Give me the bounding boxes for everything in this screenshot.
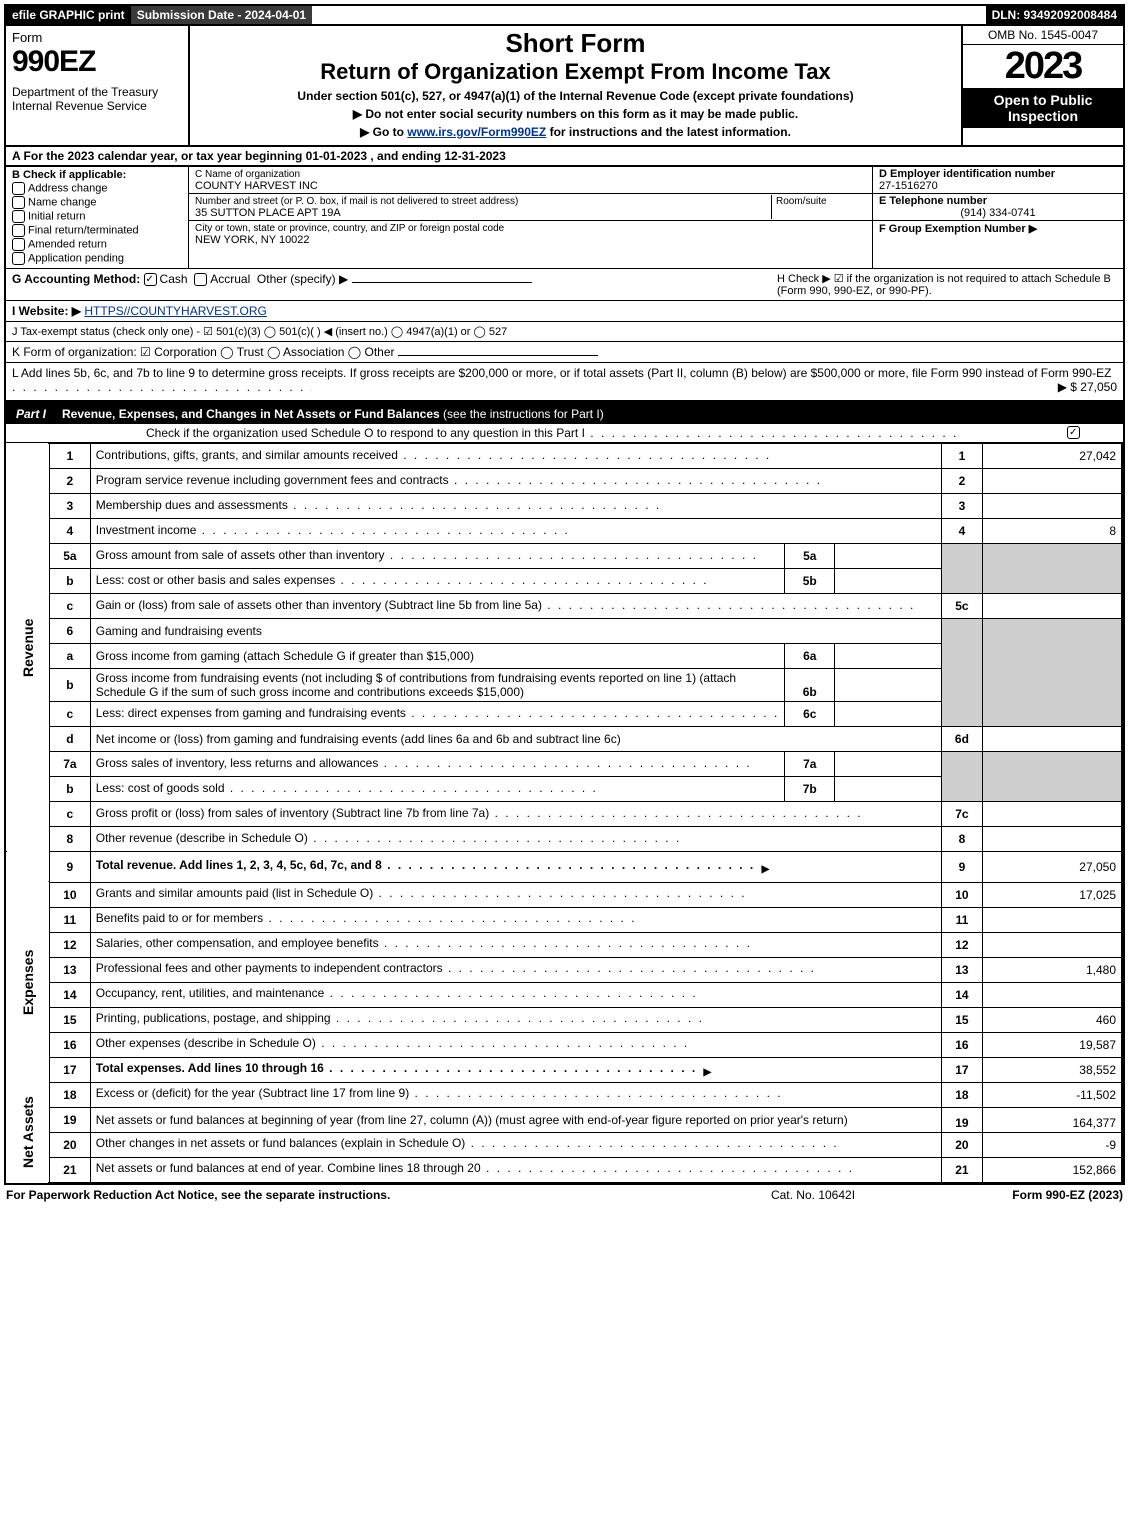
row-a-text: A For the 2023 calendar year, or tax yea… xyxy=(12,149,506,163)
form-word: Form xyxy=(12,30,42,45)
top-bar: efile GRAPHIC print Submission Date - 20… xyxy=(4,4,1125,26)
col-c: C Name of organization COUNTY HARVEST IN… xyxy=(189,167,872,268)
ein-lbl: D Employer identification number xyxy=(879,168,1055,180)
revenue-sidelabel: Revenue xyxy=(6,444,49,852)
row-gh: G Accounting Method: Cash Accrual Other … xyxy=(4,269,1125,301)
chk-schedule-o[interactable] xyxy=(1067,426,1080,439)
org-city: NEW YORK, NY 10022 xyxy=(195,234,310,246)
l-text: L Add lines 5b, 6c, and 7b to line 9 to … xyxy=(12,366,1111,380)
ein: 27-1516270 xyxy=(879,180,938,192)
irs-link[interactable]: www.irs.gov/Form990EZ xyxy=(407,125,546,139)
org-name-lbl: C Name of organization xyxy=(195,169,300,180)
j-text: J Tax-exempt status (check only one) - ☑… xyxy=(12,326,507,338)
header-right: OMB No. 1545-0047 2023 Open to Public In… xyxy=(961,26,1123,145)
part-1: Part I Revenue, Expenses, and Changes in… xyxy=(4,402,1125,1185)
org-name: COUNTY HARVEST INC xyxy=(195,180,318,192)
dln: DLN: 93492092008484 xyxy=(986,6,1123,24)
footer-center: Cat. No. 10642I xyxy=(703,1188,923,1202)
footer-right: Form 990-EZ (2023) xyxy=(923,1188,1123,1202)
netassets-sidelabel: Net Assets xyxy=(6,1082,49,1182)
sub3-post: for instructions and the latest informat… xyxy=(546,125,791,139)
h-schedule-b: H Check ▶ ☑ if the organization is not r… xyxy=(777,272,1117,297)
row-k: K Form of organization: ☑ Corporation ◯ … xyxy=(4,342,1125,363)
open-inspection: Open to Public Inspection xyxy=(963,88,1123,128)
short-form-title: Short Form xyxy=(196,28,955,59)
header-left: Form 990EZ Department of the Treasury In… xyxy=(6,26,190,145)
grp-cell: F Group Exemption Number ▶ xyxy=(873,221,1123,236)
footer-left: For Paperwork Reduction Act Notice, see … xyxy=(6,1188,703,1202)
part-1-header: Part I Revenue, Expenses, and Changes in… xyxy=(6,404,1123,424)
tel: (914) 334-0741 xyxy=(879,207,1117,219)
footer: For Paperwork Reduction Act Notice, see … xyxy=(4,1185,1125,1205)
tax-year: 2023 xyxy=(963,45,1123,88)
expenses-sidelabel: Expenses xyxy=(6,882,49,1082)
tel-cell: E Telephone number (914) 334-0741 xyxy=(873,194,1123,221)
subtitle-2: ▶ Do not enter social security numbers o… xyxy=(196,107,955,121)
tel-lbl: E Telephone number xyxy=(879,195,987,207)
org-addr: 35 SUTTON PLACE APT 19A xyxy=(195,207,341,219)
grp-lbl: F Group Exemption Number ▶ xyxy=(879,223,1037,235)
line-table: Revenue 1 Contributions, gifts, grants, … xyxy=(6,443,1123,1183)
subtitle-1: Under section 501(c), 527, or 4947(a)(1)… xyxy=(196,89,955,103)
omb-number: OMB No. 1545-0047 xyxy=(963,26,1123,45)
g-label: G Accounting Method: xyxy=(12,272,140,286)
room-lbl: Room/suite xyxy=(776,196,827,207)
other-specify-input[interactable] xyxy=(352,282,532,283)
org-city-cell: City or town, state or province, country… xyxy=(189,221,872,247)
part-1-title: Revenue, Expenses, and Changes in Net As… xyxy=(56,404,1123,424)
col-d: D Employer identification number 27-1516… xyxy=(872,167,1123,268)
l-amount: ▶ $ 27,050 xyxy=(1058,380,1117,394)
dept-label: Department of the Treasury Internal Reve… xyxy=(12,85,182,113)
header-center: Short Form Return of Organization Exempt… xyxy=(190,26,961,145)
ein-cell: D Employer identification number 27-1516… xyxy=(873,167,1123,194)
chk-name-change[interactable]: Name change xyxy=(12,196,182,209)
chk-accrual[interactable] xyxy=(194,273,207,286)
row-a: A For the 2023 calendar year, or tax yea… xyxy=(4,147,1125,167)
block-bcd: B Check if applicable: Address change Na… xyxy=(4,167,1125,269)
chk-final-return[interactable]: Final return/terminated xyxy=(12,224,182,237)
chk-initial-return[interactable]: Initial return xyxy=(12,210,182,223)
row-l: L Add lines 5b, 6c, and 7b to line 9 to … xyxy=(4,363,1125,402)
city-lbl: City or town, state or province, country… xyxy=(195,223,504,234)
i-label: I Website: ▶ xyxy=(12,304,81,318)
part-1-sub-text: Check if the organization used Schedule … xyxy=(146,426,1059,440)
arrow-icon xyxy=(759,861,773,875)
chk-cash[interactable] xyxy=(144,273,157,286)
k-other-input[interactable] xyxy=(398,355,598,356)
part-1-num: Part I xyxy=(6,404,56,424)
topbar-spacer xyxy=(312,6,985,24)
efile-label[interactable]: efile GRAPHIC print xyxy=(6,6,131,24)
subtitle-3: ▶ Go to www.irs.gov/Form990EZ for instru… xyxy=(196,125,955,139)
form-number: 990EZ xyxy=(12,45,95,78)
form-header: Form 990EZ Department of the Treasury In… xyxy=(4,26,1125,147)
col-b: B Check if applicable: Address change Na… xyxy=(6,167,189,268)
g-accounting: G Accounting Method: Cash Accrual Other … xyxy=(12,272,777,297)
arrow-icon xyxy=(701,1064,715,1078)
addr-lbl: Number and street (or P. O. box, if mail… xyxy=(195,196,518,207)
chk-amended-return[interactable]: Amended return xyxy=(12,238,182,251)
row-i: I Website: ▶ HTTPS//COUNTYHARVEST.ORG xyxy=(4,301,1125,322)
website-link[interactable]: HTTPS//COUNTYHARVEST.ORG xyxy=(84,304,266,318)
chk-address-change[interactable]: Address change xyxy=(12,182,182,195)
sub3-pre: ▶ Go to xyxy=(360,125,407,139)
row-j: J Tax-exempt status (check only one) - ☑… xyxy=(4,322,1125,342)
org-addr-cell: Number and street (or P. O. box, if mail… xyxy=(189,194,872,221)
k-text: K Form of organization: ☑ Corporation ◯ … xyxy=(12,345,395,359)
chk-application-pending[interactable]: Application pending xyxy=(12,252,182,265)
part-1-sub: Check if the organization used Schedule … xyxy=(6,424,1123,443)
org-name-cell: C Name of organization COUNTY HARVEST IN… xyxy=(189,167,872,194)
b-label: B Check if applicable: xyxy=(12,169,126,181)
submission-date: Submission Date - 2024-04-01 xyxy=(131,6,312,24)
main-title: Return of Organization Exempt From Incom… xyxy=(196,59,955,85)
